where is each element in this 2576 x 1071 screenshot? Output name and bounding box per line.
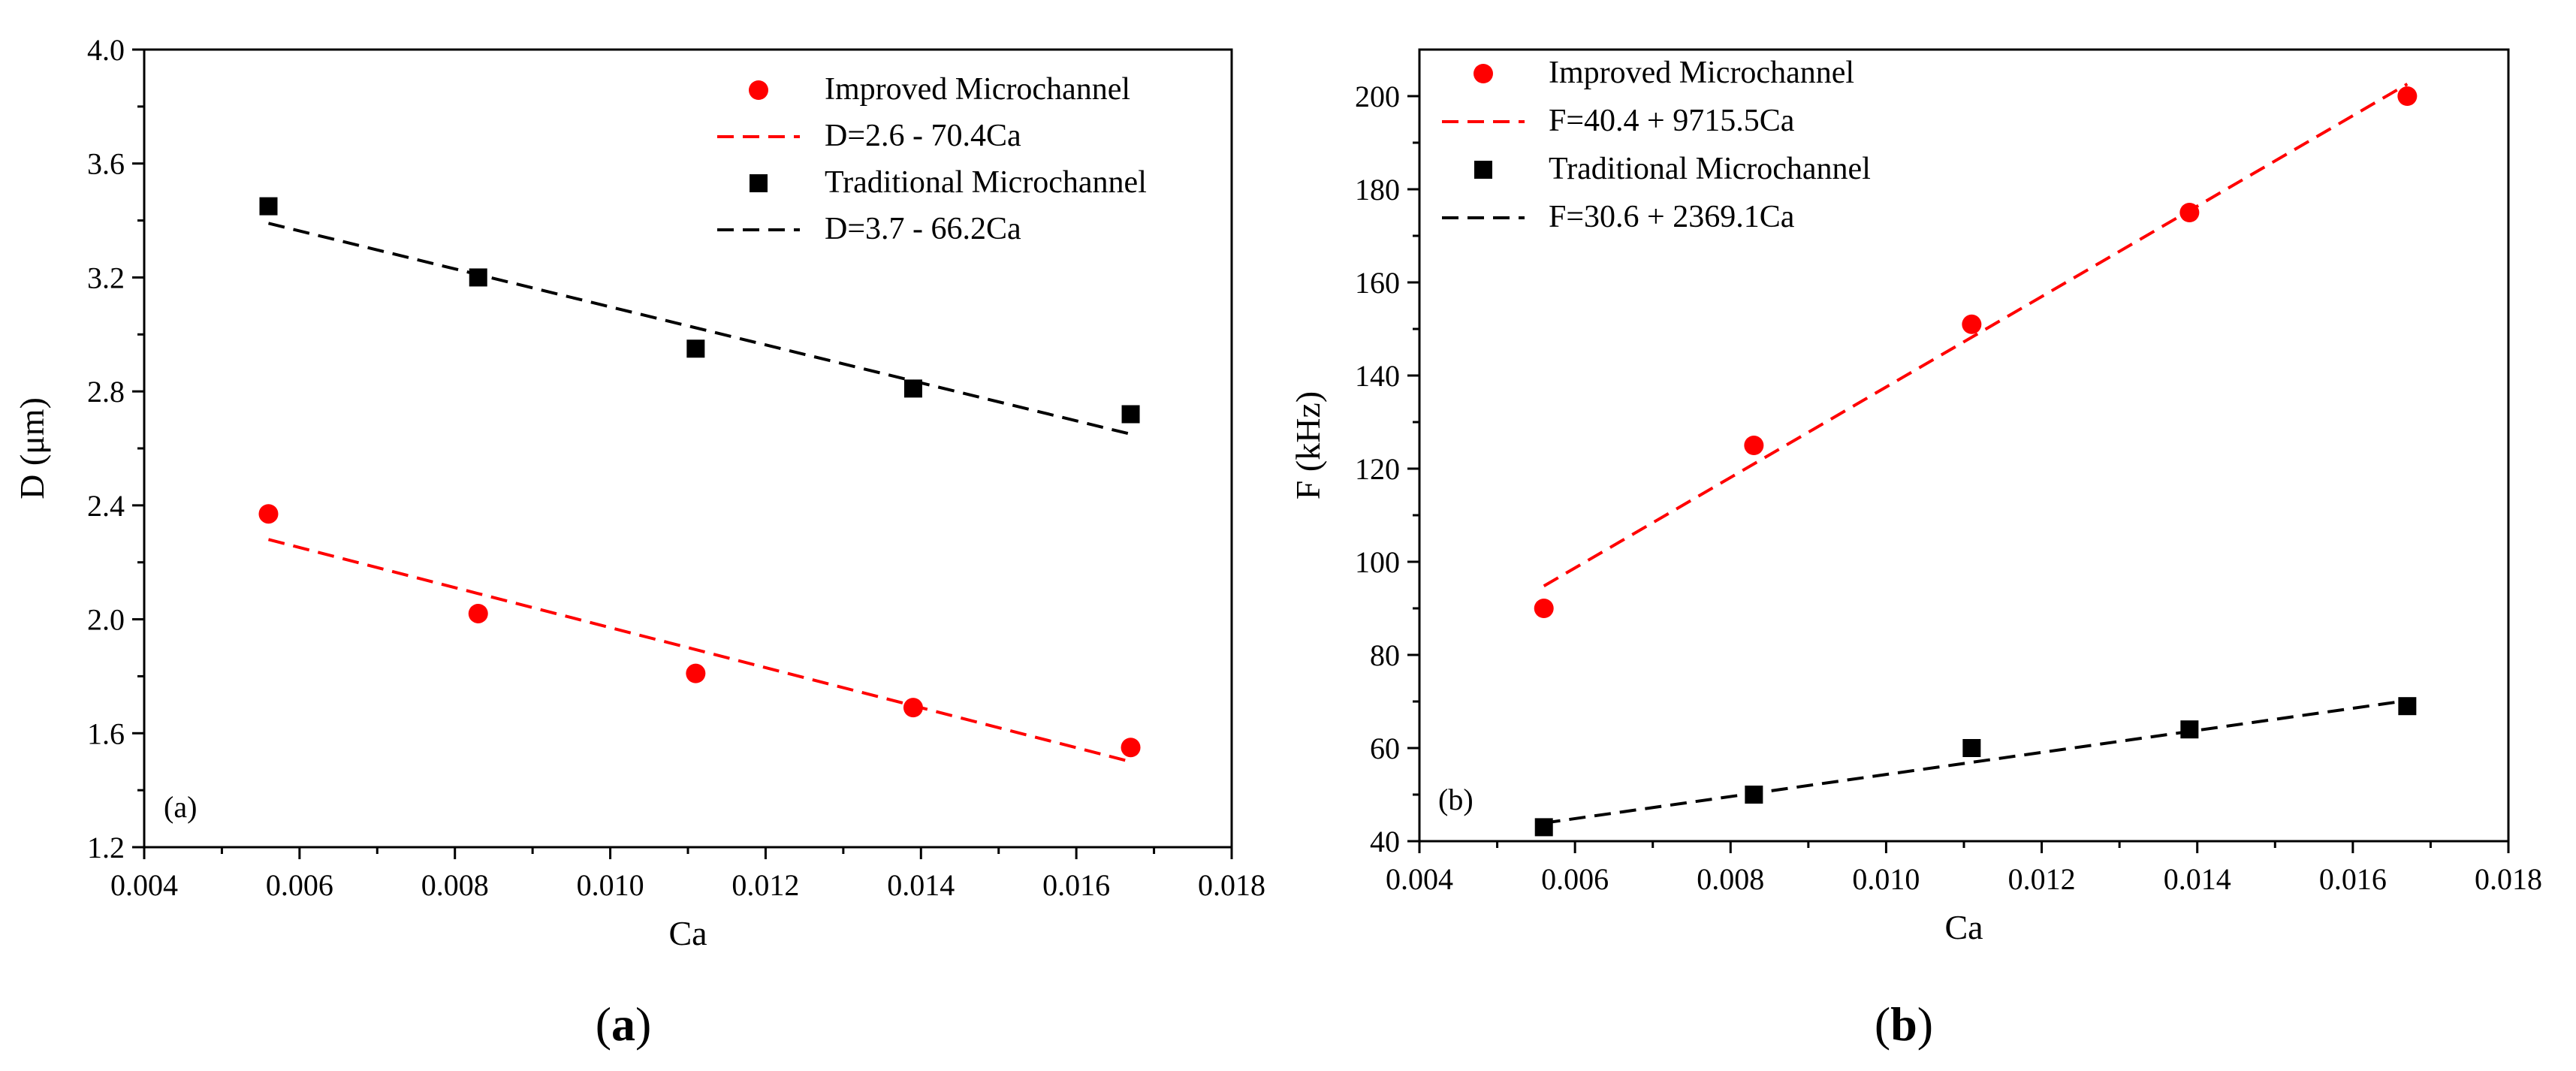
x-axis-title: Ca bbox=[668, 914, 707, 952]
series-improved bbox=[258, 504, 1141, 758]
x-tick-label: 0.012 bbox=[731, 868, 799, 902]
y-tick-label: 2.0 bbox=[87, 603, 125, 637]
x-tick-label: 0.018 bbox=[1198, 868, 1265, 902]
data-point bbox=[1744, 436, 1764, 455]
x-tick-label: 0.008 bbox=[1697, 862, 1764, 896]
x-tick-label: 0.010 bbox=[1852, 862, 1920, 896]
series-traditional bbox=[1534, 697, 2417, 837]
panel-caption: (a) bbox=[596, 997, 652, 1051]
y-tick-label: 100 bbox=[1355, 545, 1400, 579]
y-axis-title: D (μm) bbox=[13, 397, 51, 499]
y-tick-label: 1.2 bbox=[87, 831, 125, 864]
y-tick-label: 180 bbox=[1355, 173, 1400, 207]
y-tick-label: 80 bbox=[1370, 638, 1400, 672]
data-point bbox=[1745, 786, 1763, 804]
x-tick-label: 0.014 bbox=[2164, 862, 2231, 896]
y-tick-label: 2.8 bbox=[87, 375, 125, 409]
caption-letter: b bbox=[1890, 997, 1917, 1051]
series-improved bbox=[1534, 86, 2418, 618]
fit-line-traditional bbox=[1543, 698, 2408, 825]
fit-line-traditional bbox=[268, 222, 1132, 436]
legend-label: Improved Microchannel bbox=[1549, 56, 1854, 90]
x-tick-label: 0.010 bbox=[577, 868, 644, 902]
y-tick-label: 3.6 bbox=[87, 147, 125, 181]
caption-open: ( bbox=[1875, 997, 1890, 1051]
caption-close: ) bbox=[1917, 997, 1933, 1051]
data-point bbox=[1534, 599, 1554, 618]
data-point bbox=[2397, 86, 2418, 106]
legend-label: D=2.6 - 70.4Ca bbox=[825, 119, 1021, 153]
x-tick-label: 0.008 bbox=[421, 868, 489, 902]
y-tick-label: 140 bbox=[1355, 359, 1400, 393]
x-tick-label: 0.012 bbox=[2008, 862, 2076, 896]
y-axis-title: F (kHz) bbox=[1289, 391, 1327, 499]
panel-tag: (a) bbox=[164, 790, 197, 824]
legend-marker bbox=[1474, 64, 1493, 83]
legend-label: F=30.6 + 2369.1Ca bbox=[1549, 200, 1795, 234]
data-point bbox=[2179, 203, 2200, 222]
y-tick-label: 60 bbox=[1370, 732, 1400, 765]
series-traditional bbox=[259, 197, 1140, 424]
x-tick-label: 0.006 bbox=[1541, 862, 1609, 896]
caption-close: ) bbox=[635, 997, 651, 1051]
y-tick-label: 4.0 bbox=[87, 33, 125, 67]
chart-panel-a: 0.004 0.006 0.008 0.010 0.012 0.014 0.016 0.018… bbox=[13, 33, 1265, 1051]
y-tick-label: 1.6 bbox=[87, 717, 125, 750]
data-point bbox=[469, 268, 487, 287]
caption-open: ( bbox=[596, 997, 611, 1051]
legend: Improved Microchannel D=2.6 - 70.4Ca Tradi… bbox=[717, 72, 1147, 246]
data-point bbox=[258, 504, 279, 524]
legend-label: Improved Microchannel bbox=[825, 72, 1130, 107]
legend-label: Traditional Microchannel bbox=[825, 165, 1147, 200]
caption-letter: a bbox=[611, 997, 635, 1051]
legend-marker bbox=[749, 80, 768, 100]
legend-label: F=40.4 + 9715.5Ca bbox=[1549, 104, 1795, 138]
x-tick-label: 0.016 bbox=[2319, 862, 2387, 896]
x-tick-label: 0.006 bbox=[266, 868, 333, 902]
data-point bbox=[2180, 720, 2199, 739]
chart-panel-b: 0.004 0.006 0.008 0.010 0.012 0.014 0.016 0.018… bbox=[1289, 48, 2542, 1051]
data-point bbox=[1962, 739, 1981, 757]
data-point bbox=[259, 197, 278, 216]
x-axis-title: Ca bbox=[1944, 908, 1983, 946]
data-point bbox=[903, 379, 922, 398]
x-tick-label: 0.014 bbox=[887, 868, 955, 902]
x-tick-label: 0.004 bbox=[110, 868, 178, 902]
data-point bbox=[1121, 405, 1140, 424]
y-tick-label: 200 bbox=[1355, 80, 1400, 113]
y-tick-label: 3.2 bbox=[87, 261, 125, 294]
fit-line-improved bbox=[1543, 83, 2409, 587]
legend-marker bbox=[1474, 161, 1492, 179]
x-tick-label: 0.016 bbox=[1042, 868, 1110, 902]
y-tick-label: 120 bbox=[1355, 452, 1400, 486]
y-tick-label: 40 bbox=[1370, 825, 1400, 858]
fit-line-improved bbox=[267, 538, 1132, 764]
panel-caption: (b) bbox=[1875, 997, 1933, 1051]
data-point bbox=[686, 339, 705, 358]
data-point bbox=[1962, 314, 1982, 334]
data-point bbox=[686, 663, 706, 683]
y-tick-label: 2.4 bbox=[87, 489, 125, 523]
data-point bbox=[2398, 697, 2417, 716]
y-tick-label: 160 bbox=[1355, 266, 1400, 300]
legend-marker bbox=[750, 174, 768, 192]
legend: Improved Microchannel F=40.4 + 9715.5Ca Tr… bbox=[1442, 56, 1871, 234]
legend-label: Traditional Microchannel bbox=[1549, 152, 1871, 186]
data-point bbox=[903, 698, 923, 718]
panel-tag: (b) bbox=[1438, 783, 1474, 816]
data-point bbox=[468, 603, 488, 623]
x-tick-label: 0.004 bbox=[1386, 862, 1453, 896]
data-point bbox=[1121, 738, 1141, 758]
data-point bbox=[1534, 818, 1553, 837]
x-tick-label: 0.018 bbox=[2475, 862, 2542, 896]
legend-label: D=3.7 - 66.2Ca bbox=[825, 212, 1021, 246]
